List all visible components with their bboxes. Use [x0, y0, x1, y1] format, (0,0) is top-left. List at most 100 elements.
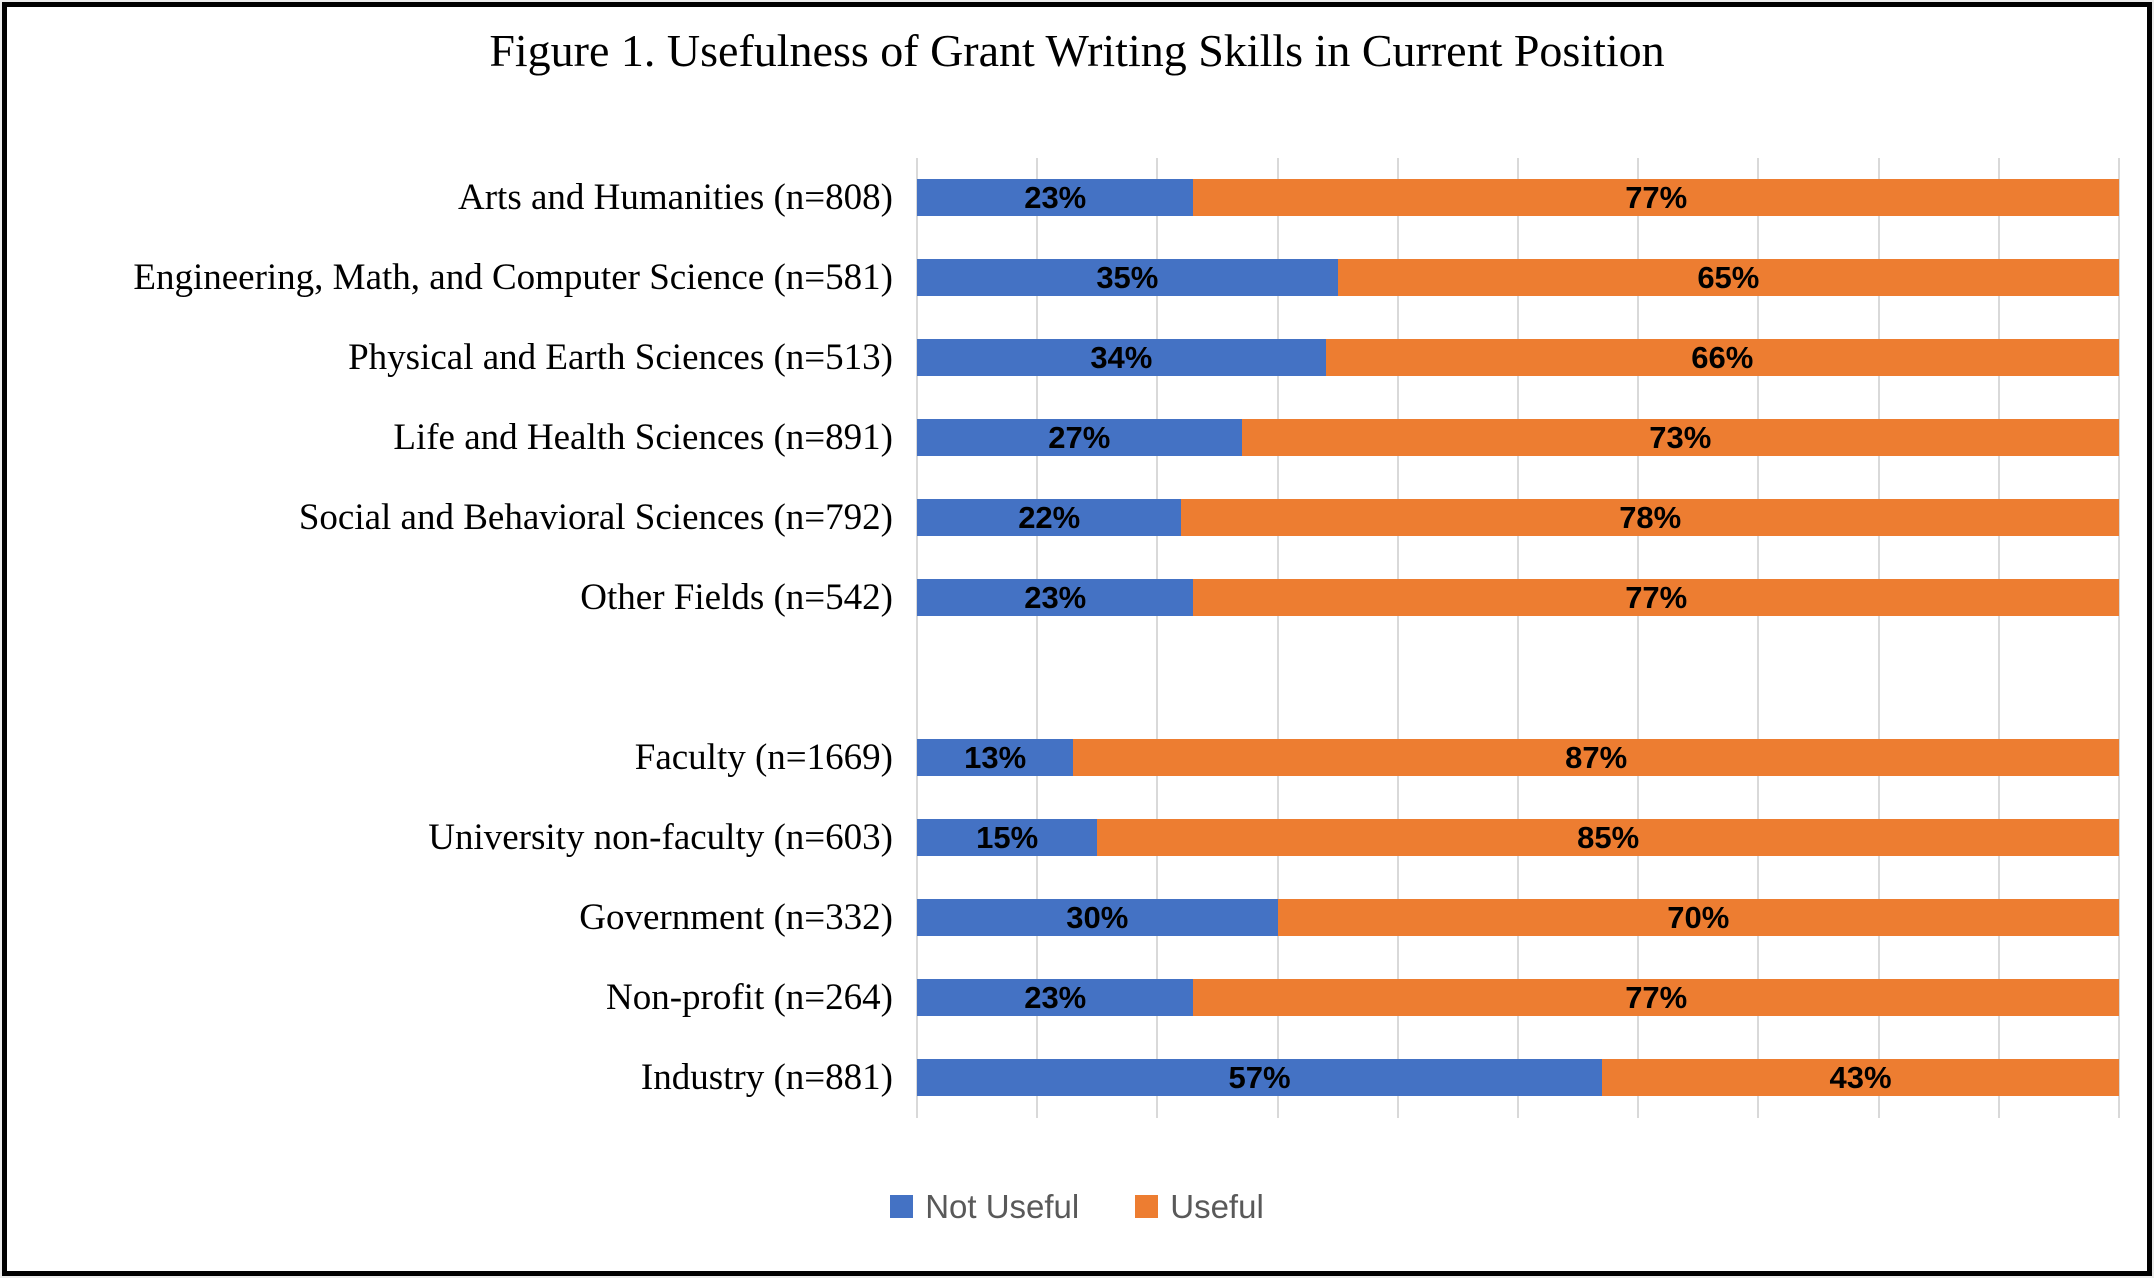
gridline: [1877, 157, 1880, 1118]
chart-title: Figure 1. Usefulness of Grant Writing Sk…: [489, 25, 1665, 76]
gridline: [1276, 157, 1279, 1118]
percent-label-not-useful: 23%: [1024, 579, 1087, 615]
stacked-bar: 22% 78%: [917, 499, 2119, 537]
stacked-bar: 34% 66%: [917, 339, 2119, 377]
bar-row: Other Fields (n=542) 23% 77%: [7, 558, 2147, 638]
gridline: [2118, 157, 2120, 1118]
legend-label-not-useful: Not Useful: [925, 1187, 1080, 1225]
bar-segment-not-useful: 13%: [917, 739, 1074, 777]
gridline: [916, 157, 918, 1118]
percent-label-not-useful: 27%: [1048, 419, 1111, 455]
bar-row: Government (n=332) 30% 70%: [7, 878, 2147, 958]
bar-segment-not-useful: 23%: [917, 179, 1194, 217]
percent-label-useful: 70%: [1667, 899, 1730, 935]
bar-segment-useful: 77%: [1193, 579, 2119, 617]
category-label: University non-faculty (n=603): [428, 817, 893, 859]
category-label: Non-profit (n=264): [605, 977, 893, 1019]
stacked-bar: 30% 70%: [917, 899, 2119, 937]
bar-segment-useful: 65%: [1337, 259, 2119, 297]
percent-label-useful: 78%: [1619, 499, 1682, 535]
bar-row: Faculty (n=1669) 13% 87%: [7, 718, 2147, 798]
percent-label-useful: 73%: [1649, 419, 1712, 455]
bar-segment-useful: 85%: [1097, 819, 2119, 857]
bar-segment-useful: 87%: [1073, 739, 2119, 777]
percent-label-useful: 77%: [1625, 979, 1688, 1015]
bar-row: Arts and Humanities (n=808) 23% 77%: [7, 158, 2147, 238]
percent-label-useful: 85%: [1577, 819, 1640, 855]
percent-label-not-useful: 57%: [1228, 1059, 1291, 1095]
bar-segment-useful: 70%: [1277, 899, 2119, 937]
bar-segment-useful: 66%: [1325, 339, 2119, 377]
bar-segment-not-useful: 35%: [917, 259, 1338, 297]
gridline: [1036, 157, 1039, 1118]
stacked-bar: 23% 77%: [917, 979, 2119, 1017]
legend-item-useful: Useful: [1135, 1188, 1264, 1226]
bar-segment-not-useful: 22%: [917, 499, 1182, 537]
bar-segment-not-useful: 15%: [917, 819, 1098, 857]
stacked-bar: 23% 77%: [917, 179, 2119, 217]
gridline: [1637, 157, 1640, 1118]
bar-row: Engineering, Math, and Computer Science …: [7, 238, 2147, 318]
bar-segment-not-useful: 34%: [917, 339, 1326, 377]
bar-segment-useful: 73%: [1241, 419, 2119, 457]
stacked-bar: 35% 65%: [917, 259, 2119, 297]
gridline: [1757, 157, 1760, 1118]
bar-segment-not-useful: 30%: [917, 899, 1278, 937]
stacked-bar: 27% 73%: [917, 419, 2119, 457]
gridline: [1396, 157, 1399, 1118]
stacked-bar: 15% 85%: [917, 819, 2119, 857]
legend-swatch-useful: [1135, 1195, 1159, 1219]
legend: Not Useful Useful: [7, 1188, 2147, 1226]
percent-label-useful: 87%: [1565, 739, 1628, 775]
bar-segment-useful: 77%: [1193, 979, 2119, 1017]
percent-label-not-useful: 23%: [1024, 179, 1087, 215]
stacked-bar: 13% 87%: [917, 739, 2119, 777]
bar-row: University non-faculty (n=603) 15% 85%: [7, 798, 2147, 878]
category-label: Industry (n=881): [640, 1057, 893, 1099]
percent-label-not-useful: 22%: [1018, 499, 1081, 535]
stacked-bar: 23% 77%: [917, 579, 2119, 617]
group-spacer-row: [7, 638, 2147, 718]
gridline: [1997, 157, 2000, 1118]
category-label: Physical and Earth Sciences (n=513): [348, 337, 893, 379]
legend-label-useful: Useful: [1170, 1187, 1264, 1225]
percent-label-not-useful: 34%: [1090, 339, 1153, 375]
gridline: [1517, 157, 1519, 1118]
category-label: Life and Health Sciences (n=891): [393, 417, 893, 459]
plot-gridlines: [916, 157, 2120, 1118]
chart-area: Arts and Humanities (n=808) 23% 77% Engi…: [7, 157, 2147, 1118]
category-label: Other Fields (n=542): [580, 577, 893, 619]
percent-label-useful: 77%: [1625, 179, 1688, 215]
bar-segment-not-useful: 23%: [917, 979, 1194, 1017]
bar-rows: Arts and Humanities (n=808) 23% 77% Engi…: [7, 158, 2147, 1118]
gridline: [1156, 157, 1159, 1118]
category-label: Government (n=332): [579, 897, 893, 939]
percent-label-useful: 66%: [1691, 339, 1754, 375]
category-label: Faculty (n=1669): [634, 737, 893, 779]
percent-label-not-useful: 23%: [1024, 979, 1087, 1015]
figure-container: Figure 1. Usefulness of Grant Writing Sk…: [7, 7, 2147, 1271]
percent-label-useful: 43%: [1829, 1059, 1892, 1095]
bar-row: Industry (n=881) 57% 43%: [7, 1038, 2147, 1118]
bar-segment-useful: 43%: [1602, 1059, 2119, 1097]
bar-row: Life and Health Sciences (n=891) 27% 73%: [7, 398, 2147, 478]
category-label: Engineering, Math, and Computer Science …: [133, 257, 893, 299]
bar-row: Social and Behavioral Sciences (n=792) 2…: [7, 478, 2147, 558]
category-label: Social and Behavioral Sciences (n=792): [298, 497, 893, 539]
bar-row: Non-profit (n=264) 23% 77%: [7, 958, 2147, 1038]
category-label: Arts and Humanities (n=808): [458, 177, 893, 219]
percent-label-not-useful: 35%: [1096, 259, 1159, 295]
stacked-bar: 57% 43%: [917, 1059, 2119, 1097]
bar-segment-useful: 77%: [1193, 179, 2119, 217]
bar-segment-not-useful: 23%: [917, 579, 1194, 617]
legend-item-not-useful: Not Useful: [890, 1188, 1079, 1226]
bar-segment-not-useful: 57%: [917, 1059, 1603, 1097]
bar-segment-useful: 78%: [1181, 499, 2119, 537]
percent-label-not-useful: 15%: [976, 819, 1039, 855]
percent-label-not-useful: 30%: [1066, 899, 1129, 935]
percent-label-useful: 77%: [1625, 579, 1688, 615]
bar-row: Physical and Earth Sciences (n=513) 34% …: [7, 318, 2147, 398]
percent-label-not-useful: 13%: [964, 739, 1027, 775]
legend-swatch-not-useful: [890, 1195, 914, 1219]
